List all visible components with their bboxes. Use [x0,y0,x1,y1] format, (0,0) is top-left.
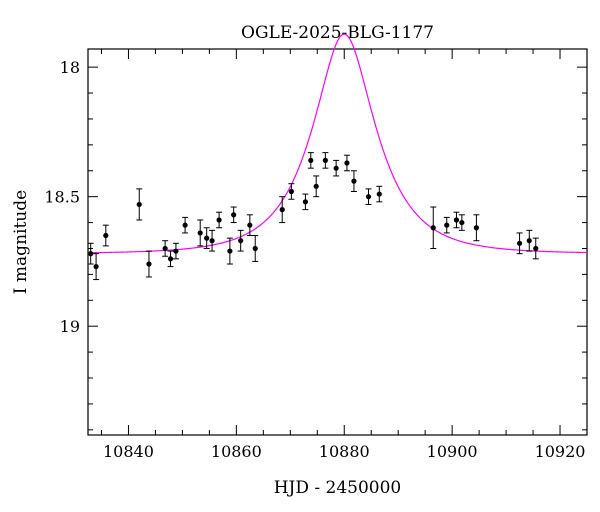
data-point [458,214,465,231]
data-point [532,237,539,260]
point-marker [365,194,372,200]
point-marker [308,157,314,163]
point-marker [182,222,188,228]
data-point [365,188,372,205]
data-point [145,250,152,278]
data-point [197,219,204,247]
data-point [302,193,309,211]
point-marker [197,230,203,236]
data-point [288,183,295,200]
model-curve [87,33,588,254]
data-point [93,253,100,281]
point-marker [473,225,480,231]
point-marker [322,157,328,163]
data-point [136,188,143,221]
y-tick-label: 18 [60,58,80,77]
data-point [167,250,174,268]
point-marker [173,248,179,254]
point-marker [136,201,142,208]
data-point [162,240,169,257]
data-point [350,170,357,192]
point-marker [526,238,532,244]
data-point [230,206,237,224]
data-point [279,196,286,224]
y-tick-label: 18.5 [44,188,80,207]
data-point [209,229,216,252]
data-point [333,159,340,177]
data-point [252,235,259,262]
point-marker [376,191,382,197]
data-point [237,229,244,252]
y-tick-label: 19 [60,317,80,336]
data-point [443,216,450,234]
point-marker [453,217,460,223]
data-point [182,216,189,234]
tick-labels: 10840 10860 10880 10900 10920 18 18.5 19 [44,58,585,461]
data-point [526,229,533,252]
data-point [226,237,233,265]
data-point [453,211,460,229]
point-marker [93,264,99,270]
data-point [313,175,320,198]
data-point [343,154,350,172]
data-point [102,224,109,247]
point-marker [533,245,539,252]
data-point [430,206,437,249]
x-axis-label: HJD - 2450000 [274,478,402,498]
point-marker [204,235,210,241]
point-marker [231,212,237,218]
x-tick-label: 10880 [319,442,370,461]
point-marker [444,222,450,228]
data-point [172,242,179,260]
point-marker [238,238,244,244]
point-marker [209,238,215,244]
point-marker [227,248,233,254]
y-axis-label: I magnitude [11,190,31,294]
data-point [203,227,210,249]
point-marker [247,222,253,228]
point-marker [88,251,94,257]
point-marker [279,207,285,213]
point-marker [459,219,465,226]
point-marker [313,183,319,189]
point-marker [333,165,339,171]
axis-ticks [88,49,588,435]
point-marker [344,160,350,166]
chart-title: OGLE-2025-BLG-1177 [241,23,434,43]
data-point [376,185,383,203]
x-tick-label: 10840 [103,442,154,461]
point-marker [167,256,174,262]
data-point [307,152,314,169]
point-marker [146,261,152,267]
data-point [216,211,223,229]
x-tick-label: 10860 [211,442,262,461]
point-marker [103,232,109,239]
point-marker [516,240,523,246]
point-marker [430,225,436,231]
plot-frame [87,48,588,436]
point-marker [302,199,309,205]
point-marker [162,245,168,252]
point-marker [288,188,294,195]
x-tick-label: 10920 [535,442,586,461]
data-point [473,214,480,242]
data-points [87,152,539,281]
x-tick-label: 10900 [427,442,478,461]
data-point [322,152,329,169]
point-marker [351,178,357,184]
point-marker [252,245,258,252]
point-marker [216,217,222,223]
data-point [516,232,523,255]
data-point [87,242,94,265]
data-point [246,214,253,237]
